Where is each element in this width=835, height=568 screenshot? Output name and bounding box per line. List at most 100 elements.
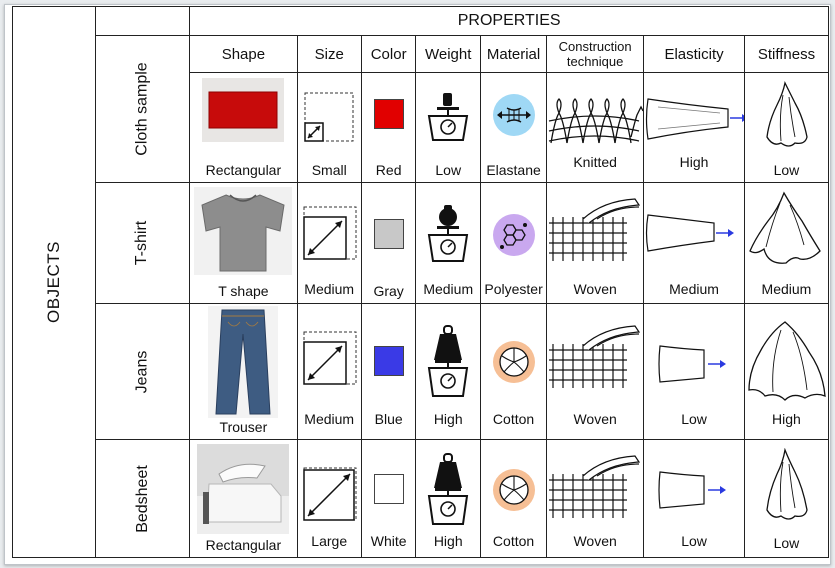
- construction-cell: Knitted: [546, 72, 645, 183]
- stiffness-cell: Medium: [743, 182, 830, 304]
- figure: OBJECTS PROPERTIES Cloth sample Shape Si…: [4, 4, 830, 563]
- stiffness-label: High: [772, 411, 801, 427]
- object-name-cell: Cloth sample: [94, 35, 191, 183]
- shape-label: Rectangular: [205, 162, 282, 178]
- weight-label: High: [433, 411, 463, 427]
- construction-cell: Woven: [546, 182, 645, 304]
- draped-cloth-medium-icon: [749, 191, 822, 264]
- color-swatch-white: [373, 474, 404, 504]
- size-label: Large: [311, 533, 348, 549]
- shape-cell: T shape: [189, 182, 298, 304]
- stiffness-label: Low: [773, 535, 800, 551]
- elasticity-label: Medium: [669, 281, 719, 297]
- size-label: Medium: [304, 281, 355, 297]
- size-cell: Large: [296, 439, 362, 558]
- construction-label: Woven: [573, 533, 617, 549]
- stiffness-cell: Low: [743, 439, 830, 558]
- color-label: White: [370, 533, 407, 549]
- shape-cell: Trouser: [189, 303, 298, 440]
- woven-weave-icon: [549, 198, 641, 261]
- elasticity-cell: Low: [643, 303, 745, 440]
- material-label: Polyester: [484, 281, 543, 297]
- color-swatch-gray: [373, 219, 404, 249]
- column-header: Elasticity: [643, 35, 745, 73]
- red-cloth-photo: [202, 78, 285, 142]
- elasticity-label: High: [679, 154, 709, 170]
- draped-cloth-low-icon: [766, 81, 809, 147]
- color-swatch-blue: [373, 346, 404, 376]
- size-cell: Medium: [296, 303, 362, 440]
- weight-cell: High: [415, 303, 482, 440]
- size-label: Medium: [304, 411, 355, 427]
- color-label: Gray: [373, 283, 404, 299]
- bedsheet-photo: [197, 444, 290, 534]
- tshirt-photo: [194, 187, 293, 275]
- object-name: Jeans: [133, 350, 151, 393]
- corner-cell: [94, 6, 191, 36]
- scale-medium-weight-icon: [428, 205, 469, 262]
- properties-title: PROPERTIES: [189, 6, 829, 36]
- construction-label: Woven: [573, 281, 617, 297]
- material-cell: Elastane: [480, 72, 548, 183]
- objects-title: OBJECTS: [43, 241, 63, 323]
- size-cell: Medium: [296, 182, 362, 304]
- color-label: Blue: [374, 411, 403, 427]
- object-name: T-shirt: [133, 220, 151, 266]
- stretch-arrow-icon: [646, 214, 735, 252]
- material-cell: Cotton: [480, 303, 548, 440]
- size-large-icon: [303, 467, 357, 521]
- scale-low-weight-icon: [428, 93, 469, 141]
- scale-high-weight-icon: [428, 453, 469, 525]
- size-medium-icon: [303, 331, 357, 385]
- color-label: Red: [375, 162, 402, 178]
- weight-cell: High: [415, 439, 482, 558]
- elasticity-cell: High: [643, 72, 745, 183]
- construction-cell: Woven: [546, 303, 645, 440]
- material-label: Cotton: [492, 533, 535, 549]
- elasticity-cell: Low: [643, 439, 745, 558]
- column-header: Color: [360, 35, 417, 73]
- shape-label: Trouser: [219, 419, 268, 435]
- weight-label: High: [433, 533, 463, 549]
- elasticity-label: Low: [681, 533, 707, 549]
- column-header: Shape: [189, 35, 298, 73]
- color-swatch-red: [373, 99, 404, 129]
- draped-cloth-high-icon: [748, 321, 826, 401]
- draped-cloth-low-icon: [766, 448, 809, 520]
- construction-label: Woven: [573, 411, 617, 427]
- stretch-arrow-icon: [646, 98, 744, 140]
- construction-cell: Woven: [546, 439, 645, 558]
- weight-cell: Medium: [415, 182, 482, 304]
- properties-table: OBJECTS PROPERTIES Cloth sample Shape Si…: [12, 6, 830, 558]
- shape-cell: Rectangular: [189, 72, 298, 183]
- column-header: Weight: [415, 35, 482, 73]
- stiffness-cell: High: [743, 303, 830, 440]
- shape-cell: Rectangular: [189, 439, 298, 558]
- object-name-cell: Bedsheet: [94, 439, 191, 558]
- stiffness-label: Low: [773, 162, 800, 178]
- jeans-photo: [208, 306, 279, 418]
- material-label: Cotton: [492, 411, 535, 427]
- construction-label: Knitted: [573, 154, 617, 170]
- polyester-molecule-icon: [492, 214, 535, 256]
- objects-axis: OBJECTS: [12, 6, 96, 558]
- size-medium-icon: [303, 206, 357, 260]
- stiffness-label: Medium: [761, 281, 812, 297]
- material-label: Elastane: [486, 162, 541, 178]
- stiffness-cell: Low: [743, 72, 830, 183]
- column-header: Material: [480, 35, 548, 73]
- column-header: Construction technique: [546, 35, 645, 73]
- weight-label: Medium: [423, 281, 474, 297]
- weight-label: Low: [435, 162, 462, 178]
- elastane-icon: [492, 94, 535, 136]
- material-cell: Polyester: [480, 182, 548, 304]
- woven-weave-icon: [549, 455, 641, 518]
- size-label: Small: [311, 162, 347, 178]
- object-name-cell: T-shirt: [94, 182, 191, 304]
- object-name: Bedsheet: [133, 464, 151, 533]
- cotton-flower-icon: [492, 341, 535, 383]
- shape-label: T shape: [218, 283, 269, 299]
- material-cell: Cotton: [480, 439, 548, 558]
- color-cell: Blue: [360, 303, 417, 440]
- knit-stitch-icon: [548, 98, 644, 144]
